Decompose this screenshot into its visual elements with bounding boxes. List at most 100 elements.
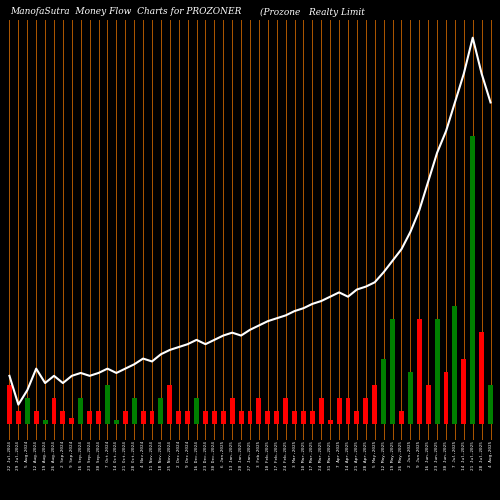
Bar bbox=[238, 411, 244, 424]
Bar bbox=[248, 411, 252, 424]
Bar bbox=[25, 398, 29, 424]
Text: 19 May,2025: 19 May,2025 bbox=[390, 441, 394, 470]
Text: 24 Feb,2025: 24 Feb,2025 bbox=[284, 441, 288, 470]
Text: 29 Jul,2024: 29 Jul,2024 bbox=[16, 441, 20, 470]
Bar bbox=[336, 398, 342, 424]
Bar bbox=[185, 411, 190, 424]
Bar bbox=[87, 411, 92, 424]
Bar bbox=[426, 385, 430, 424]
Text: 3 Feb,2025: 3 Feb,2025 bbox=[257, 441, 261, 468]
Text: 18 Nov,2024: 18 Nov,2024 bbox=[159, 441, 163, 470]
Bar bbox=[158, 398, 164, 424]
Text: 5 Aug,2024: 5 Aug,2024 bbox=[26, 441, 30, 468]
Text: 16 Jun,2025: 16 Jun,2025 bbox=[426, 441, 430, 470]
Bar bbox=[488, 385, 493, 424]
Text: 13 Jan,2025: 13 Jan,2025 bbox=[230, 441, 234, 470]
Text: 21 Oct,2024: 21 Oct,2024 bbox=[124, 441, 128, 470]
Text: 30 Jun,2025: 30 Jun,2025 bbox=[444, 441, 448, 470]
Text: 19 Aug,2024: 19 Aug,2024 bbox=[43, 441, 47, 470]
Text: 2 Jun,2025: 2 Jun,2025 bbox=[408, 441, 412, 468]
Bar bbox=[408, 372, 413, 424]
Text: 14 Jul,2025: 14 Jul,2025 bbox=[462, 441, 466, 470]
Bar bbox=[399, 411, 404, 424]
Bar bbox=[132, 398, 136, 424]
Bar bbox=[114, 420, 119, 424]
Text: 23 Jun,2025: 23 Jun,2025 bbox=[435, 441, 439, 470]
Text: 17 Feb,2025: 17 Feb,2025 bbox=[274, 441, 278, 470]
Bar bbox=[176, 411, 181, 424]
Text: 16 Dec,2024: 16 Dec,2024 bbox=[194, 441, 198, 470]
Text: 30 Dec,2024: 30 Dec,2024 bbox=[212, 441, 216, 470]
Text: 21 Jul,2025: 21 Jul,2025 bbox=[470, 441, 474, 470]
Text: 23 Dec,2024: 23 Dec,2024 bbox=[204, 441, 208, 470]
Bar bbox=[60, 411, 66, 424]
Bar bbox=[274, 411, 279, 424]
Text: 26 Aug,2024: 26 Aug,2024 bbox=[52, 441, 56, 470]
Text: (Prozone   Realty Limit: (Prozone Realty Limit bbox=[260, 8, 365, 16]
Bar bbox=[34, 411, 38, 424]
Bar bbox=[292, 411, 297, 424]
Text: 3 Mar,2025: 3 Mar,2025 bbox=[292, 441, 296, 468]
Bar bbox=[150, 411, 154, 424]
Bar bbox=[42, 420, 48, 424]
Text: 9 Dec,2024: 9 Dec,2024 bbox=[186, 441, 190, 468]
Bar bbox=[319, 398, 324, 424]
Text: 14 Oct,2024: 14 Oct,2024 bbox=[114, 441, 118, 470]
Bar bbox=[123, 411, 128, 424]
Text: 30 Sep,2024: 30 Sep,2024 bbox=[96, 441, 100, 470]
Bar bbox=[52, 398, 57, 424]
Text: 7 Jul,2025: 7 Jul,2025 bbox=[453, 441, 457, 468]
Text: 31 Mar,2025: 31 Mar,2025 bbox=[328, 441, 332, 470]
Bar bbox=[78, 398, 83, 424]
Bar bbox=[390, 320, 395, 424]
Text: 21 Apr,2025: 21 Apr,2025 bbox=[355, 441, 359, 470]
Text: 9 Jun,2025: 9 Jun,2025 bbox=[418, 441, 422, 468]
Bar bbox=[230, 398, 234, 424]
Text: 10 Feb,2025: 10 Feb,2025 bbox=[266, 441, 270, 470]
Text: 25 Nov,2024: 25 Nov,2024 bbox=[168, 441, 172, 470]
Bar bbox=[105, 385, 110, 424]
Text: 12 Aug,2024: 12 Aug,2024 bbox=[34, 441, 38, 470]
Text: 23 Sep,2024: 23 Sep,2024 bbox=[88, 441, 92, 470]
Text: 6 Jan,2025: 6 Jan,2025 bbox=[222, 441, 226, 468]
Bar bbox=[301, 411, 306, 424]
Text: 22 Jul,2024: 22 Jul,2024 bbox=[8, 441, 12, 470]
Bar bbox=[283, 398, 288, 424]
Text: 12 May,2025: 12 May,2025 bbox=[382, 441, 386, 470]
Bar bbox=[203, 411, 208, 424]
Bar bbox=[381, 358, 386, 424]
Bar bbox=[266, 411, 270, 424]
Text: 28 Oct,2024: 28 Oct,2024 bbox=[132, 441, 136, 470]
Text: 7 Oct,2024: 7 Oct,2024 bbox=[106, 441, 110, 468]
Text: 11 Nov,2024: 11 Nov,2024 bbox=[150, 441, 154, 470]
Bar bbox=[212, 411, 217, 424]
Text: 17 Mar,2025: 17 Mar,2025 bbox=[310, 441, 314, 470]
Text: 27 Jan,2025: 27 Jan,2025 bbox=[248, 441, 252, 470]
Text: 26 May,2025: 26 May,2025 bbox=[400, 441, 404, 470]
Text: 14 Apr,2025: 14 Apr,2025 bbox=[346, 441, 350, 470]
Text: 28 Jul,2025: 28 Jul,2025 bbox=[480, 441, 484, 470]
Bar bbox=[256, 398, 262, 424]
Text: 20 Jan,2025: 20 Jan,2025 bbox=[239, 441, 243, 470]
Text: 4 Nov,2024: 4 Nov,2024 bbox=[141, 441, 145, 468]
Bar bbox=[354, 411, 360, 424]
Text: 7 Apr,2025: 7 Apr,2025 bbox=[337, 441, 341, 468]
Text: 2 Sep,2024: 2 Sep,2024 bbox=[61, 441, 65, 468]
Bar bbox=[452, 306, 458, 424]
Bar bbox=[470, 136, 475, 424]
Text: 5 May,2025: 5 May,2025 bbox=[372, 441, 376, 468]
Bar bbox=[221, 411, 226, 424]
Bar bbox=[346, 398, 350, 424]
Bar bbox=[364, 398, 368, 424]
Bar bbox=[372, 385, 377, 424]
Bar bbox=[462, 358, 466, 424]
Bar bbox=[310, 411, 315, 424]
Bar bbox=[444, 372, 448, 424]
Bar bbox=[168, 385, 172, 424]
Bar bbox=[70, 418, 74, 424]
Bar bbox=[96, 411, 101, 424]
Text: 2 Dec,2024: 2 Dec,2024 bbox=[176, 441, 180, 468]
Bar bbox=[140, 411, 145, 424]
Bar bbox=[417, 320, 422, 424]
Text: 10 Mar,2025: 10 Mar,2025 bbox=[302, 441, 306, 470]
